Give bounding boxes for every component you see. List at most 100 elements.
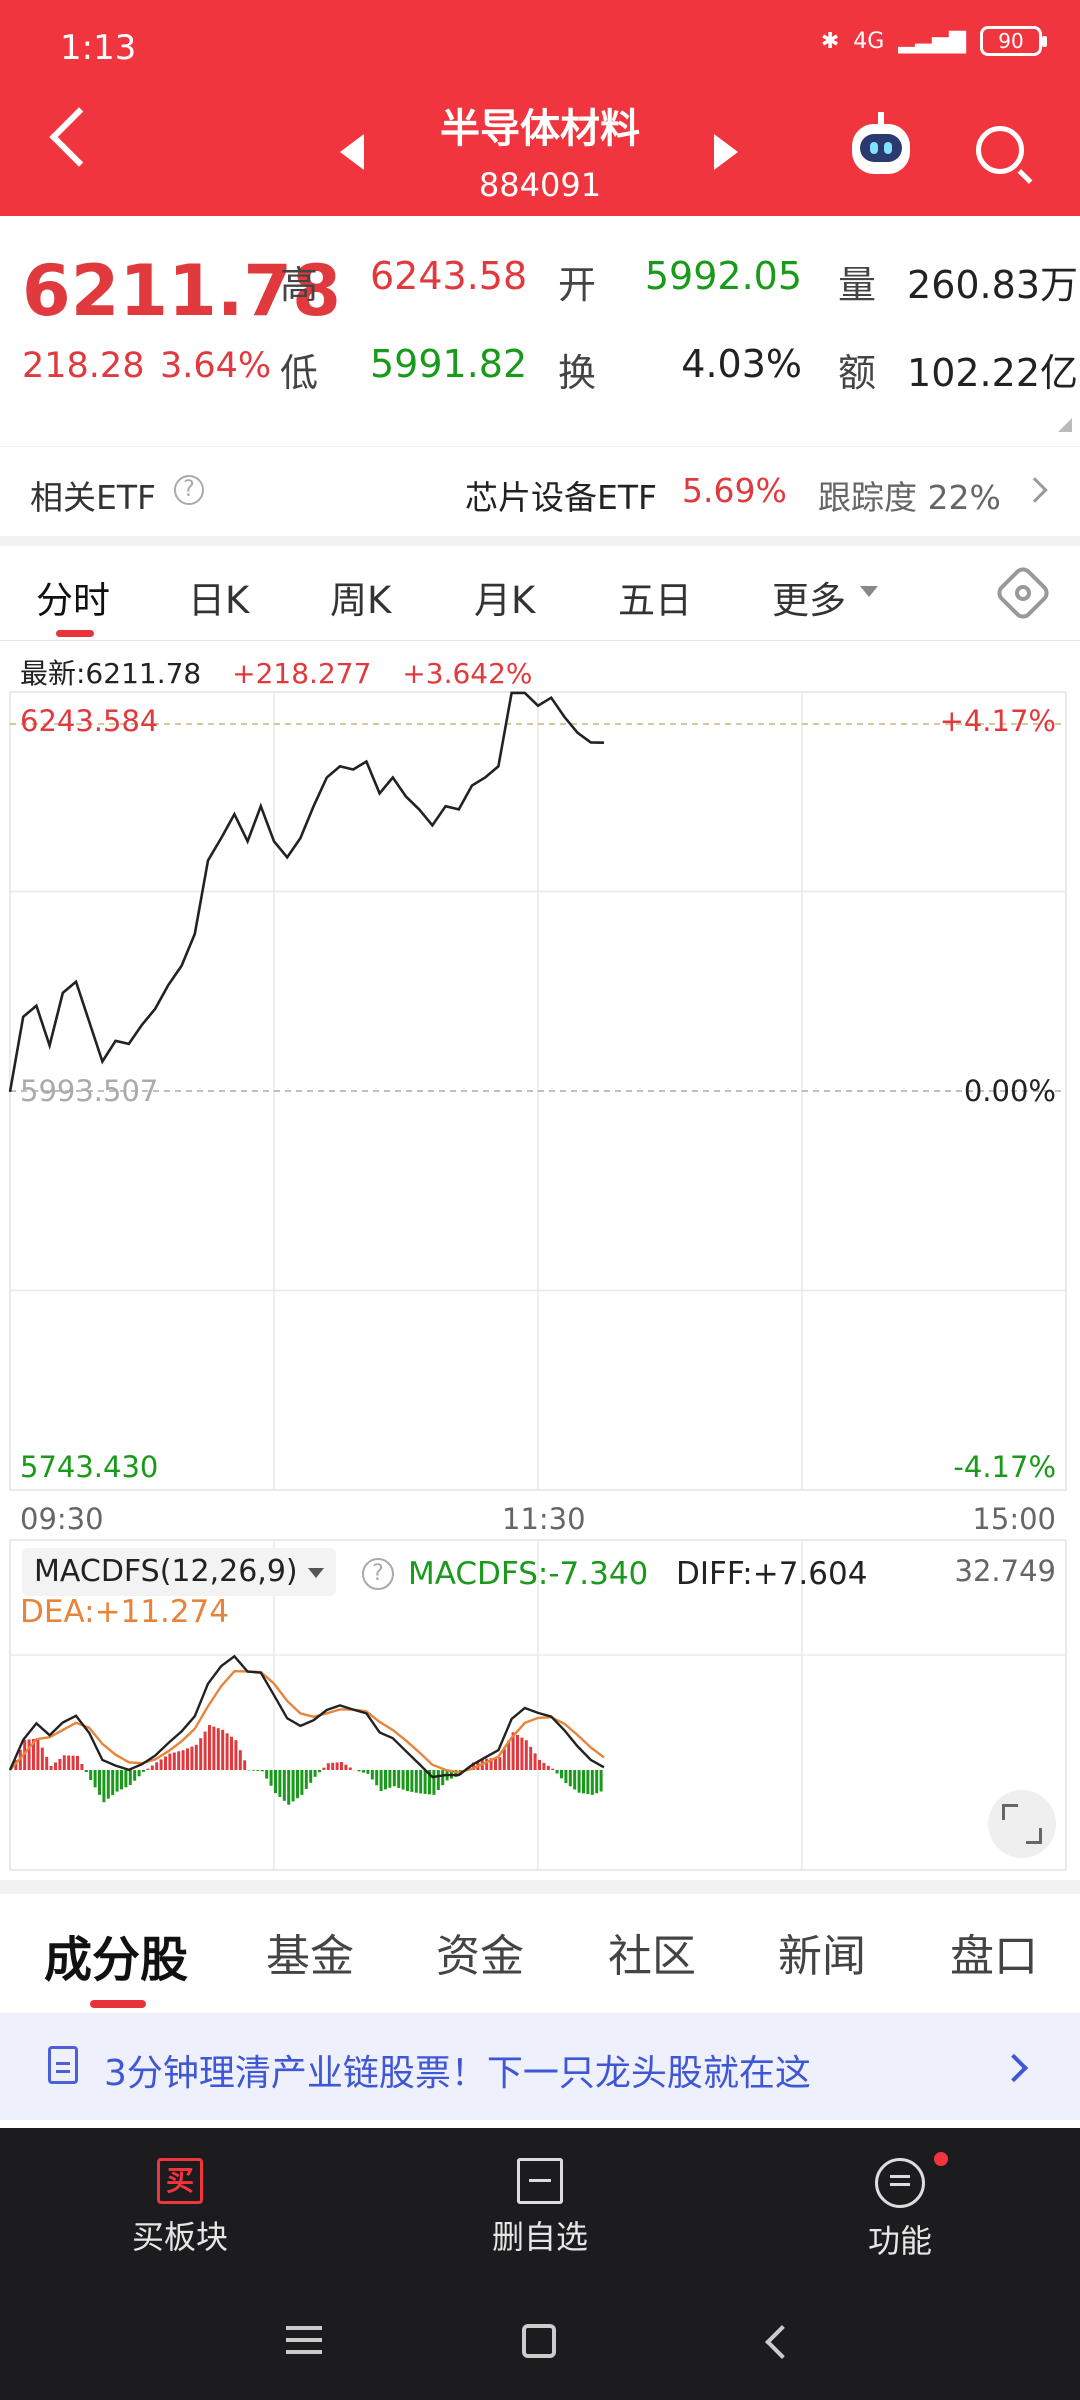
macd-bar [340,1762,343,1770]
content-tabs: 成分股 基金 资金 社区 新闻 盘口 [0,1894,1080,2014]
etf-name: 芯片设备ETF [465,478,657,517]
indicator-selector[interactable]: MACDFS(12,26,9) [22,1548,336,1596]
latest-change: +218.277 [232,657,372,690]
macd-bar [375,1770,379,1786]
macd-bar [318,1770,321,1773]
quote-panel: 6211.78 218.28 3.64% 高 6243.58 开 5992.05… [0,216,1080,446]
related-etf-row[interactable]: 相关ETF ? 芯片设备ETF 5.69% 跟踪度 22% [0,446,1080,536]
x-tick-open: 09:30 [20,1502,104,1536]
intraday-chart[interactable] [0,640,1080,1880]
search-icon[interactable] [976,126,1024,174]
pct-mid-label: 0.00% [963,1074,1056,1108]
macd-bar [256,1770,260,1771]
macd-bar [494,1757,497,1770]
macd-bar [546,1765,550,1770]
tab-intraday[interactable]: 分时 [36,579,110,622]
macd-scale-top: 32.749 [954,1554,1056,1588]
macd-bar [590,1770,594,1795]
next-sector-button[interactable] [714,134,738,170]
tab-news[interactable]: 新闻 [778,1931,866,1982]
tab-daily-k[interactable]: 日K [188,579,250,622]
macd-bar [102,1770,106,1803]
remove-watchlist-button[interactable]: 删自选 [440,2158,640,2258]
latest-quote-line: 最新:6211.78 +218.277 +3.642% [20,652,555,692]
macd-bar [282,1770,286,1801]
help-icon[interactable]: ? [362,1558,394,1590]
macd-bar [230,1736,233,1770]
tab-more[interactable]: 更多 [772,579,846,622]
macd-bar [238,1750,242,1770]
y-axis-bottom-label: 5743.430 [20,1450,159,1484]
nav-home-icon[interactable] [522,2324,556,2358]
etf-pct: 5.69% [682,471,787,510]
expand-corner-icon[interactable] [1058,418,1072,432]
chevron-down-icon[interactable] [860,586,878,597]
macd-bar [71,1755,75,1770]
macd-bar [454,1770,458,1777]
macd-bar [128,1770,132,1786]
macd-bar [62,1755,66,1770]
turnover-label: 换 [558,351,597,395]
prev-sector-button[interactable] [340,134,364,170]
macd-bar [274,1770,277,1794]
indicator-label: MACDFS(12,26,9) [34,1554,298,1589]
functions-button[interactable]: 功能 [800,2158,1000,2262]
macd-bar [335,1762,339,1770]
tab-community[interactable]: 社区 [608,1931,696,1982]
macd-bar [269,1770,273,1786]
volume-label: 量 [838,263,877,307]
macd-bar [190,1746,194,1770]
macd-bar [582,1770,585,1794]
header-bar: 1:13 ✱ 4G ▂▃▅▇ 90 半导体材料 884091 [0,0,1080,216]
macd-bar [573,1770,577,1790]
macd-bar [106,1770,110,1799]
document-icon [48,2046,78,2084]
tab-orderbook[interactable]: 盘口 [950,1931,1038,1982]
macd-bar [80,1764,84,1770]
tab-five-day[interactable]: 五日 [618,579,692,622]
macd-bar [76,1755,79,1770]
macd-bar [441,1770,445,1786]
tab-funds[interactable]: 基金 [266,1931,354,1982]
assistant-robot-icon[interactable] [852,112,910,174]
back-button[interactable] [49,107,109,167]
bluetooth-icon: ✱ [820,28,840,54]
tab-weekly-k[interactable]: 周K [330,579,392,622]
macd-bar [498,1757,502,1770]
divider [0,1880,1080,1894]
dea-value: DEA:+11.274 [20,1594,230,1630]
low-label: 低 [280,351,319,395]
nav-back-icon[interactable] [765,2325,799,2359]
nav-menu-icon[interactable] [286,2326,322,2330]
macd-bar [49,1766,53,1770]
macd-bar [146,1768,150,1770]
macd-bar [40,1747,44,1770]
chevron-right-icon [999,2053,1029,2083]
sector-code: 884091 [478,166,602,204]
fullscreen-icon[interactable] [988,1790,1056,1858]
macd-bar [89,1770,93,1780]
macd-bar [322,1767,326,1770]
macd-bar [216,1728,220,1770]
promo-banner[interactable]: 3分钟理清产业链股票！下一只龙头股就在这 [0,2014,1080,2120]
macd-bar [142,1770,145,1772]
macd-bar [194,1744,198,1770]
macd-bar [348,1767,352,1770]
chevron-right-icon[interactable] [1022,477,1048,503]
tab-constituents[interactable]: 成分股 [44,1932,189,1988]
macd-bar [577,1770,581,1793]
open-label: 开 [558,263,597,307]
macd-bar [186,1748,189,1770]
tab-capital[interactable]: 资金 [436,1931,524,1982]
tab-monthly-k[interactable]: 月K [474,579,536,622]
latest-price: 最新:6211.78 [20,657,202,690]
macd-bar [326,1763,330,1770]
macd-bar [568,1770,572,1787]
buy-sector-button[interactable]: 买 买板块 [80,2158,280,2258]
help-icon[interactable]: ? [174,475,204,505]
macd-bar [304,1770,308,1789]
macd-bar [313,1770,317,1777]
remove-icon [517,2158,563,2204]
dea-line [9,1669,605,1774]
macd-bar [221,1729,225,1770]
